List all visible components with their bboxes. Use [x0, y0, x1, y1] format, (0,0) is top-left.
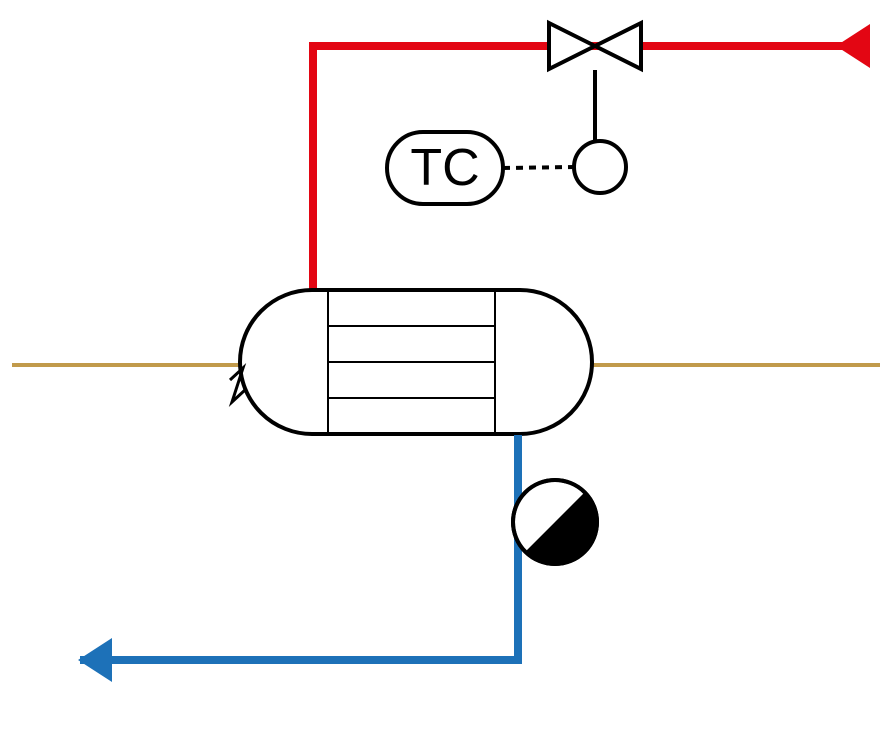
tc-label: TC: [410, 139, 479, 197]
signal-line: [503, 167, 574, 168]
cold-outlet-arrow-icon: [78, 638, 112, 682]
valve-actuator-icon: [574, 141, 626, 193]
cold-return-line: [80, 435, 518, 660]
pid-diagram: TC: [0, 0, 886, 730]
valve-right-icon: [595, 23, 641, 69]
hot-inlet-arrow-icon: [836, 24, 870, 68]
valve-left-icon: [549, 23, 595, 69]
